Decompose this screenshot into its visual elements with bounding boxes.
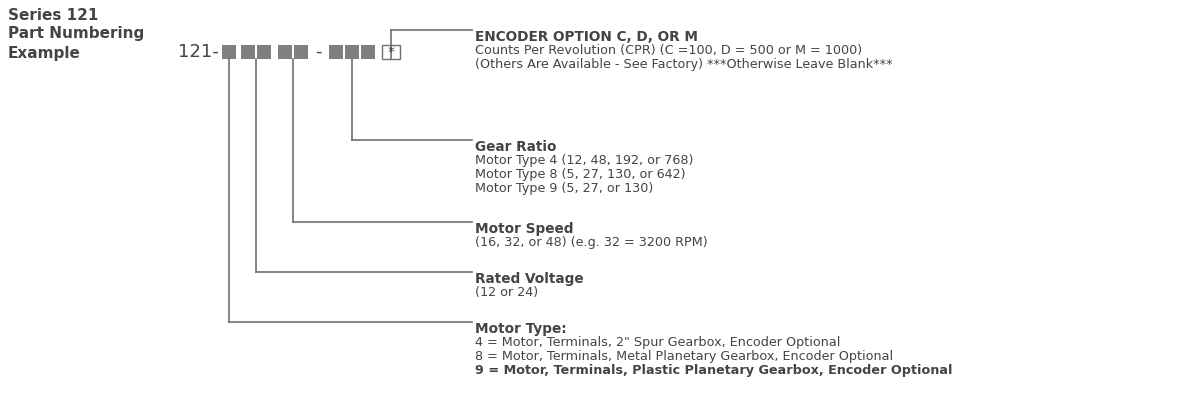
Text: 4 = Motor, Terminals, 2" Spur Gearbox, Encoder Optional: 4 = Motor, Terminals, 2" Spur Gearbox, E… [475,336,840,349]
Text: Counts Per Revolution (CPR) (C =100, D = 500 or M = 1000): Counts Per Revolution (CPR) (C =100, D =… [475,44,862,57]
Text: Gear Ratio: Gear Ratio [475,140,557,154]
Text: Motor Type 4 (12, 48, 192, or 768): Motor Type 4 (12, 48, 192, or 768) [475,154,694,167]
Text: Motor Type:: Motor Type: [475,322,566,336]
Text: 121-: 121- [178,43,218,61]
Text: (Others Are Available - See Factory) ***Otherwise Leave Blank***: (Others Are Available - See Factory) ***… [475,58,893,71]
Text: Motor Type 9 (5, 27, or 130): Motor Type 9 (5, 27, or 130) [475,182,653,195]
Text: (12 or 24): (12 or 24) [475,286,538,299]
Bar [222,45,236,59]
Bar [278,45,292,59]
Text: -: - [314,43,322,61]
Text: (16, 32, or 48) (e.g. 32 = 3200 RPM): (16, 32, or 48) (e.g. 32 = 3200 RPM) [475,236,708,249]
Bar [257,45,271,59]
Bar [329,45,343,59]
Text: Part Numbering: Part Numbering [8,26,144,41]
Bar [382,45,400,59]
Bar [241,45,256,59]
Bar [294,45,308,59]
Text: Motor Type 8 (5, 27, 130, or 642): Motor Type 8 (5, 27, 130, or 642) [475,168,685,181]
Text: Series 121: Series 121 [8,8,98,23]
Text: *: * [388,45,395,59]
Bar [346,45,359,59]
Bar [361,45,374,59]
Text: Rated Voltage: Rated Voltage [475,272,583,286]
Text: 9 = Motor, Terminals, Plastic Planetary Gearbox, Encoder Optional: 9 = Motor, Terminals, Plastic Planetary … [475,364,953,377]
Text: Example: Example [8,46,80,61]
Text: 8 = Motor, Terminals, Metal Planetary Gearbox, Encoder Optional: 8 = Motor, Terminals, Metal Planetary Ge… [475,350,893,363]
Text: ENCODER OPTION C, D, OR M: ENCODER OPTION C, D, OR M [475,30,698,44]
Text: Motor Speed: Motor Speed [475,222,574,236]
